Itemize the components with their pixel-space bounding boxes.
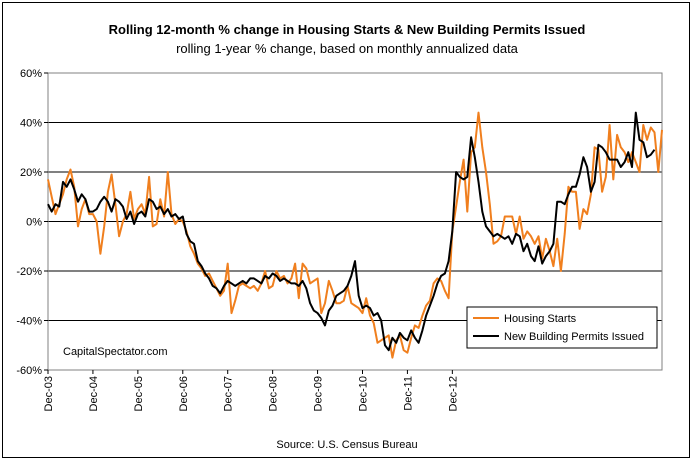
x-tick-label: Dec-06	[178, 376, 190, 411]
chart-svg: Rolling 12-month % change in Housing Sta…	[16, 22, 663, 451]
chart-frame: Rolling 12-month % change in Housing Sta…	[2, 2, 690, 458]
y-tick-label: 40%	[20, 118, 42, 130]
x-tick-label: Dec-09	[313, 376, 325, 411]
y-tick-label: 60%	[20, 68, 42, 80]
x-tick-label: Dec-08	[268, 376, 280, 411]
x-tick-label: Dec-11	[402, 376, 414, 411]
x-tick-label: Dec-04	[88, 376, 100, 411]
x-tick-label: Dec-07	[223, 376, 235, 411]
watermark: CapitalSpectator.com	[63, 346, 168, 358]
building-permits-line	[47, 111, 656, 352]
x-tick-label: Dec-12	[447, 376, 459, 411]
y-tick-label: -60%	[16, 365, 42, 377]
legend-label-starts: Housing Starts	[504, 313, 577, 325]
x-tick-label: Dec-03	[43, 376, 55, 411]
legend-box	[466, 306, 658, 349]
y-tick-label: 20%	[20, 167, 42, 179]
series-lines	[47, 111, 663, 359]
y-tick-label: -40%	[16, 316, 42, 328]
y-tick-label: -20%	[16, 266, 42, 278]
source-note: Source: U.S. Census Bureau	[276, 439, 417, 451]
legend: Housing Starts New Building Permits Issu…	[466, 306, 658, 349]
y-axis: 60% 40% 20% 0% -20% -40% -60%	[16, 68, 48, 377]
x-tick-label: Dec-05	[133, 376, 145, 411]
legend-label-permits: New Building Permits Issued	[504, 331, 644, 343]
gridlines	[48, 122, 662, 321]
x-tick-label: Dec-10	[357, 376, 369, 411]
x-axis: Dec-03 Dec-04 Dec-05 Dec-06 Dec-07 Dec-08 Dec-…	[43, 370, 459, 411]
chart-title: Rolling 12-month % change in Housing Sta…	[109, 22, 586, 37]
chart-subtitle: rolling 1-year % change, based on monthl…	[176, 41, 519, 56]
y-tick-label: 0%	[26, 217, 42, 229]
housing-starts-line	[47, 111, 663, 359]
